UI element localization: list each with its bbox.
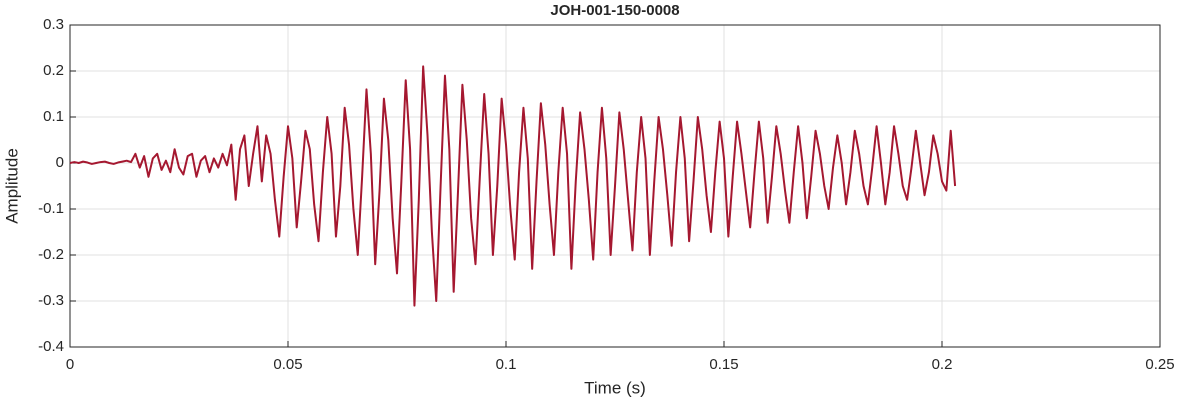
y-tick-label: -0.4 <box>38 338 64 355</box>
y-tick-label: -0.1 <box>38 200 64 217</box>
y-tick-label: -0.2 <box>38 246 64 263</box>
x-tick-label: 0.2 <box>932 356 953 373</box>
y-tick-label: 0.2 <box>43 62 64 79</box>
y-tick-label: 0.1 <box>43 108 64 125</box>
waveform-line <box>69 65 957 307</box>
y-axis-label: Amplitude <box>2 148 21 224</box>
x-tick-label: 0.15 <box>709 356 738 373</box>
x-tick-label: 0.05 <box>273 356 302 373</box>
x-axis-label: Time (s) <box>584 378 646 397</box>
x-tick-label: 0.1 <box>496 356 517 373</box>
plot-frame <box>69 24 1161 348</box>
y-tick-label: -0.3 <box>38 292 64 309</box>
x-tick-label: 0.25 <box>1145 356 1174 373</box>
y-tick-label: 0 <box>56 154 64 171</box>
chart-title: JOH-001-150-0008 <box>550 2 679 19</box>
y-tick-label: 0.3 <box>43 16 64 33</box>
x-tick-label: 0 <box>66 356 74 373</box>
